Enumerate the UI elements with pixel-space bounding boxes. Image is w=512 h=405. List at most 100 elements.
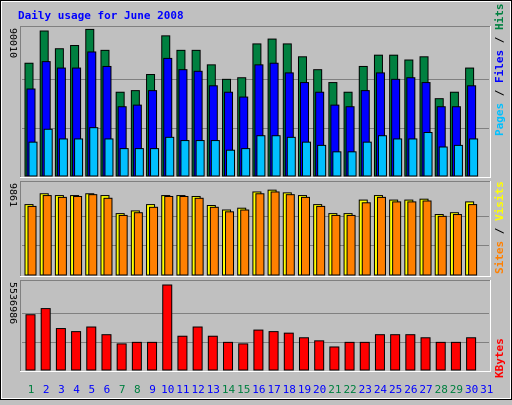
panel-3: 5536986	[7, 280, 491, 372]
sites-bar	[42, 195, 52, 276]
sites-bar	[209, 206, 219, 276]
pages-bar	[438, 146, 448, 177]
pages-bar	[226, 149, 236, 177]
day-label: 20	[313, 383, 326, 396]
kbytes-bar	[359, 341, 370, 371]
day-label: 2	[43, 383, 50, 396]
kbytes-bar	[390, 334, 401, 371]
kbytes-bar	[283, 332, 294, 371]
kbytes-bar	[71, 331, 82, 371]
pages-bar	[377, 135, 387, 177]
day-label: 21	[328, 383, 341, 396]
legend-kbytes: KBytes	[493, 338, 506, 378]
sites-bar	[285, 194, 295, 276]
pages-bar	[43, 128, 53, 177]
day-label: 18	[283, 383, 296, 396]
sites-bar	[316, 205, 326, 276]
sites-bar	[164, 195, 174, 276]
sites-bar	[149, 206, 159, 276]
day-label: 12	[192, 383, 205, 396]
sites-bar	[300, 196, 310, 276]
pages-bar	[301, 141, 311, 177]
kbytes-bar	[238, 343, 249, 371]
day-label: 13	[207, 383, 220, 396]
pages-bar	[469, 138, 479, 177]
day-label: 16	[252, 383, 265, 396]
sites-bar	[346, 214, 356, 276]
pages-bar	[286, 136, 296, 177]
legend-hits-panel: Pages / Files / Hits	[493, 4, 506, 137]
pages-bar	[408, 138, 418, 177]
legend-visits: Visits	[493, 181, 506, 221]
chart-panels: 90010 9861 5536986 Pages / Files / Hits Site…	[7, 4, 506, 379]
day-label: 28	[435, 383, 448, 396]
day-label: 26	[404, 383, 417, 396]
day-label: 14	[222, 383, 236, 396]
kbytes-bar	[344, 341, 355, 371]
sites-bar	[103, 197, 113, 276]
sites-bar	[452, 214, 462, 276]
pages-bar	[423, 132, 433, 177]
legend-sep: /	[493, 30, 506, 50]
kbytes-bar	[86, 326, 97, 371]
kbytes-bar	[420, 337, 431, 371]
sites-bar	[133, 212, 143, 276]
pages-bar	[74, 138, 84, 177]
x-axis-day-labels: 1 2 3 4 5 6 7 8 9 10 11 12 13 14 15 16 17 18 19 20 21 22 23 24 2…	[28, 383, 494, 396]
kbytes-bar	[55, 328, 66, 371]
kbytes-bar	[329, 346, 340, 371]
kbytes-bar	[223, 341, 234, 371]
outer-bevel	[1, 1, 511, 399]
pages-bar	[165, 136, 175, 177]
sites-bar	[73, 195, 83, 276]
day-label: 19	[298, 383, 311, 396]
day-label: 7	[119, 383, 126, 396]
pages-bar	[393, 138, 403, 177]
kbytes-bar	[405, 334, 416, 371]
day-label: 8	[134, 383, 141, 396]
kbytes-bar	[374, 334, 385, 371]
kbytes-bar	[101, 334, 112, 371]
sites-bar	[407, 201, 417, 276]
legend-kbytes-panel: KBytes	[493, 338, 506, 378]
sites-bar	[118, 214, 128, 276]
pages-bar	[241, 148, 251, 177]
pages-bar	[256, 135, 266, 177]
day-label: 24	[374, 383, 388, 396]
day-label: 27	[419, 383, 432, 396]
sites-bar	[194, 197, 204, 276]
kbytes-bar	[450, 341, 461, 371]
sites-bar	[88, 194, 98, 276]
legend-sep: /	[493, 83, 506, 103]
kbytes-bar	[131, 341, 142, 371]
pages-bar	[134, 148, 144, 177]
sites-bar	[437, 215, 447, 276]
day-label: 1	[28, 383, 35, 396]
sites-bar	[361, 202, 371, 276]
day-label: 23	[359, 383, 372, 396]
kbytes-bar	[268, 331, 279, 371]
legend-hits: Hits	[493, 4, 506, 31]
pages-bar	[89, 127, 99, 177]
sites-bar	[422, 200, 432, 276]
sites-bar	[376, 196, 386, 276]
kbytes-bar	[25, 314, 36, 371]
sites-bar	[27, 205, 37, 276]
day-label: 9	[149, 383, 156, 396]
sites-bar	[270, 191, 280, 276]
pages-bar	[195, 140, 205, 177]
sites-bar	[331, 214, 341, 276]
legend-pages: Pages	[493, 103, 506, 136]
kbytes-bar	[147, 341, 158, 371]
kbytes-bar	[162, 284, 173, 371]
pages-bar	[58, 138, 68, 177]
kbytes-bar	[466, 337, 477, 371]
kbytes-bar	[177, 335, 188, 371]
day-label: 30	[465, 383, 478, 396]
pages-bar	[347, 151, 357, 177]
pages-bar	[210, 140, 220, 177]
sites-bar	[255, 193, 265, 276]
sites-bar	[468, 204, 478, 276]
